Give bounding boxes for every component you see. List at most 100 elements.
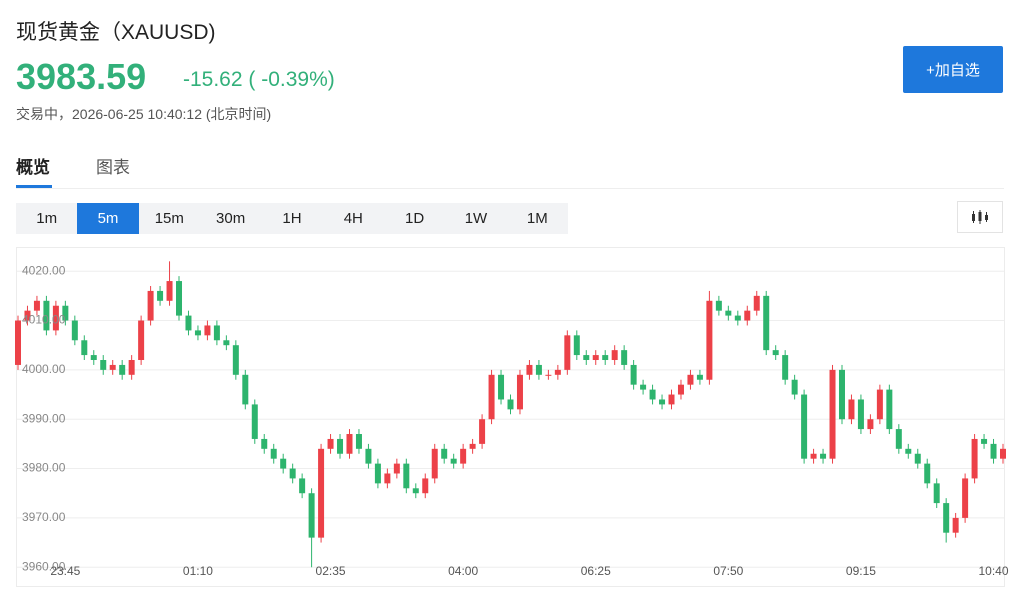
candle-body — [952, 517, 959, 533]
tab[interactable]: 图表 — [96, 158, 130, 177]
interval-button[interactable]: 1D — [405, 210, 425, 227]
add-watchlist-button[interactable]: +加自选 — [903, 46, 1003, 93]
y-tick-label: 4020.00 — [22, 263, 66, 277]
interval-button[interactable]: 1H — [282, 210, 302, 227]
candle-body — [526, 364, 533, 375]
candle-body — [677, 384, 684, 395]
candle-body — [886, 389, 893, 430]
y-tick-label: 3990.00 — [22, 411, 66, 425]
candle-body — [535, 364, 542, 375]
candle-body — [1000, 448, 1006, 459]
candle-body — [71, 320, 78, 341]
candle-body — [232, 345, 239, 375]
candle-body — [280, 458, 287, 469]
candle-body — [810, 453, 817, 459]
candle-body — [52, 305, 59, 331]
candle-body — [981, 438, 988, 444]
candle-body — [848, 399, 855, 420]
candle-body — [715, 300, 722, 311]
candle-body — [100, 360, 107, 370]
candle-body — [43, 300, 50, 331]
interval-bar: 1m 5m 15m 30m 1H 4H 1D 1W 1M — [16, 203, 568, 234]
candle-body — [564, 335, 571, 370]
candle-body — [289, 468, 296, 479]
candle-body — [393, 463, 400, 474]
candle-body — [611, 350, 618, 361]
candle-body — [990, 443, 997, 459]
y-tick-label: 4010.00 — [22, 313, 66, 327]
candle-body — [422, 478, 429, 494]
x-tick-label: 04:00 — [448, 564, 478, 578]
chart-type-button[interactable] — [957, 201, 1003, 233]
interval-button[interactable]: 1W — [464, 210, 488, 227]
status: 交易中，2026-06-25 10:40:12 (北京时间) — [16, 106, 272, 122]
candle-body — [384, 473, 391, 484]
candle-body — [412, 488, 419, 494]
title: 现货黄金（XAUUSD) — [16, 21, 216, 44]
candle-body — [147, 290, 154, 321]
chart-frame — [16, 247, 1005, 587]
candle-body — [81, 340, 88, 356]
candle-body — [857, 399, 864, 430]
candle-body — [649, 389, 656, 400]
candle-body — [943, 503, 950, 533]
tab[interactable]: 概览 — [16, 158, 50, 177]
candle-body — [318, 448, 325, 538]
candle-body — [194, 330, 201, 336]
candle-body — [479, 419, 486, 444]
tab-underline — [16, 185, 52, 188]
divider — [16, 188, 1004, 189]
candle-body — [905, 448, 912, 454]
price-change: -15.62 ( -0.39%) — [183, 68, 335, 91]
candle-body — [24, 310, 31, 321]
interval-button[interactable]: 30m — [216, 210, 246, 227]
candle-body — [119, 364, 126, 375]
candle-body — [602, 355, 609, 361]
candle-body — [327, 438, 334, 449]
candle-body — [204, 325, 211, 336]
interval-button[interactable]: 1m — [36, 210, 58, 227]
interval-button[interactable]: 1M — [526, 210, 548, 227]
interval-button[interactable]: 5m — [77, 203, 139, 234]
candle-body — [744, 310, 751, 321]
candle-body — [687, 374, 694, 385]
y-tick-label: 3960.00 — [22, 559, 66, 573]
candle-body — [157, 290, 164, 301]
candle-body — [441, 448, 448, 459]
candle-body — [838, 369, 845, 420]
candle-body — [251, 404, 258, 439]
candle-body — [801, 394, 808, 459]
x-tick-label: 23:45 — [50, 564, 80, 578]
x-tick-label: 09:15 — [846, 564, 876, 578]
candle-body — [516, 374, 523, 410]
candle-body — [403, 463, 410, 489]
candle-body — [242, 374, 249, 405]
candle-body — [33, 300, 40, 311]
candle-body — [696, 374, 703, 380]
candle-body — [138, 320, 145, 361]
candle-body — [337, 438, 344, 454]
candle-body — [128, 360, 135, 375]
candle-body — [355, 434, 362, 449]
x-tick-label: 10:40 — [979, 564, 1009, 578]
candle-body — [213, 325, 220, 341]
candle-body — [498, 374, 505, 400]
candle-body — [469, 443, 476, 449]
candle-body — [962, 478, 969, 518]
candle-body — [867, 419, 874, 430]
candle-body — [270, 448, 277, 459]
candle-body — [166, 281, 173, 301]
candle-body — [933, 483, 940, 504]
x-tick-label: 06:25 — [581, 564, 611, 578]
candle-body — [261, 438, 268, 449]
candle-body — [782, 355, 789, 380]
candle-body — [185, 315, 192, 331]
candle-body — [450, 458, 457, 464]
candle-body — [706, 300, 713, 380]
x-tick-label: 07:50 — [713, 564, 743, 578]
candle-body — [109, 364, 116, 370]
interval-button[interactable]: 4H — [343, 210, 363, 227]
interval-button[interactable]: 15m — [154, 210, 184, 227]
y-tick-label: 3970.00 — [22, 510, 66, 524]
candle-body — [374, 463, 381, 484]
